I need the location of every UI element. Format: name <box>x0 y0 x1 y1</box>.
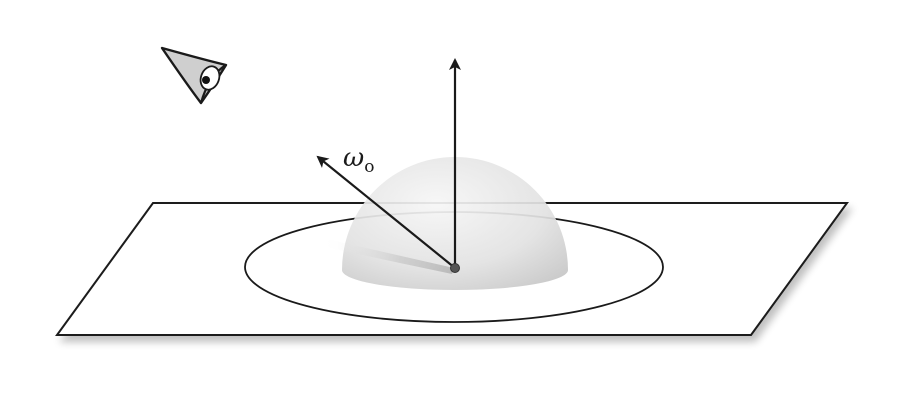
outgoing-direction-label: ωo <box>343 143 374 177</box>
shading-point <box>450 263 460 273</box>
eye-icon <box>160 46 228 105</box>
direction-shadow <box>320 238 454 274</box>
outgoing-direction-arrow <box>316 155 456 269</box>
